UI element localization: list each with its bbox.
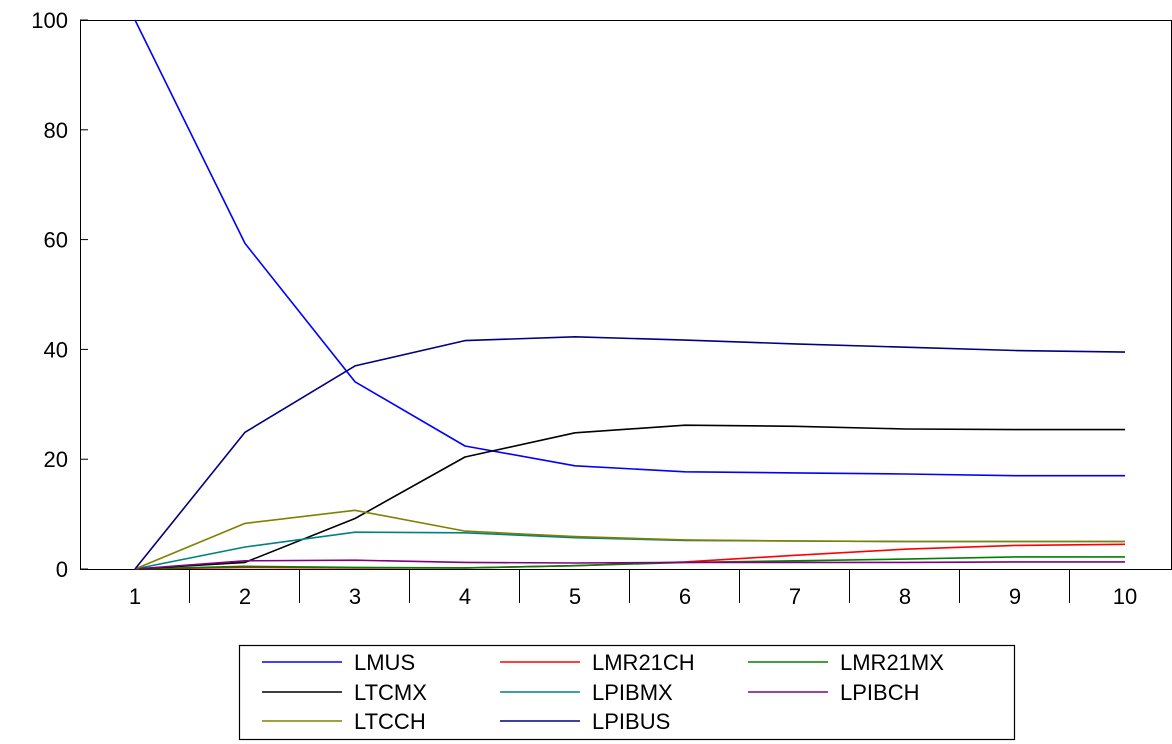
series-line-lpibus — [134, 335, 1126, 570]
y-tick-label: 20 — [44, 447, 68, 472]
series-line-ltcch — [134, 509, 1125, 570]
x-tick-label: 5 — [569, 584, 581, 609]
x-tick-label: 7 — [789, 584, 801, 609]
series-line-ltcmx — [134, 424, 1125, 570]
legend: LMUS LMR21CH LMR21MX LTCMX LPIBMX LPIBCH LTCCH… — [238, 644, 1016, 741]
series-lines — [134, 19, 1126, 570]
legend-label-lpibus: LPIBUS — [592, 709, 670, 734]
y-tick-label: 100 — [31, 8, 68, 33]
x-tick-label: 6 — [679, 584, 691, 609]
x-axis: 1 2 3 4 5 6 7 8 9 10 — [129, 569, 1137, 609]
series-line-lmr21mx — [134, 556, 1125, 570]
y-tick-label: 40 — [44, 337, 68, 362]
y-axis: 0 20 40 60 80 100 — [31, 8, 88, 582]
x-tick-label: 4 — [459, 584, 471, 609]
legend-box — [238, 644, 1016, 741]
legend-label-lpibch: LPIBCH — [840, 680, 919, 705]
x-tick-label: 2 — [239, 584, 251, 609]
y-tick-label: 80 — [44, 118, 68, 143]
legend-label-lmr21mx: LMR21MX — [840, 650, 944, 675]
legend-label-lmus: LMUS — [354, 650, 415, 675]
legend-label-ltcmx: LTCMX — [354, 680, 427, 705]
plot-frame — [80, 20, 1172, 570]
legend-label-lpibmx: LPIBMX — [592, 680, 673, 705]
x-tick-label: 8 — [899, 584, 911, 609]
legend-label-ltcch: LTCCH — [354, 709, 426, 734]
y-tick-label: 60 — [44, 228, 68, 253]
legend-label-lmr21ch: LMR21CH — [592, 650, 695, 675]
series-line-lmus — [134, 19, 1125, 477]
series-line-lmr21ch — [134, 543, 1126, 570]
y-tick-label: 0 — [56, 557, 68, 582]
x-tick-label: 9 — [1009, 584, 1021, 609]
x-tick-label: 3 — [349, 584, 361, 609]
x-tick-label: 1 — [129, 584, 141, 609]
x-tick-label: 10 — [1113, 584, 1137, 609]
series-line-lpibch — [134, 559, 1125, 570]
